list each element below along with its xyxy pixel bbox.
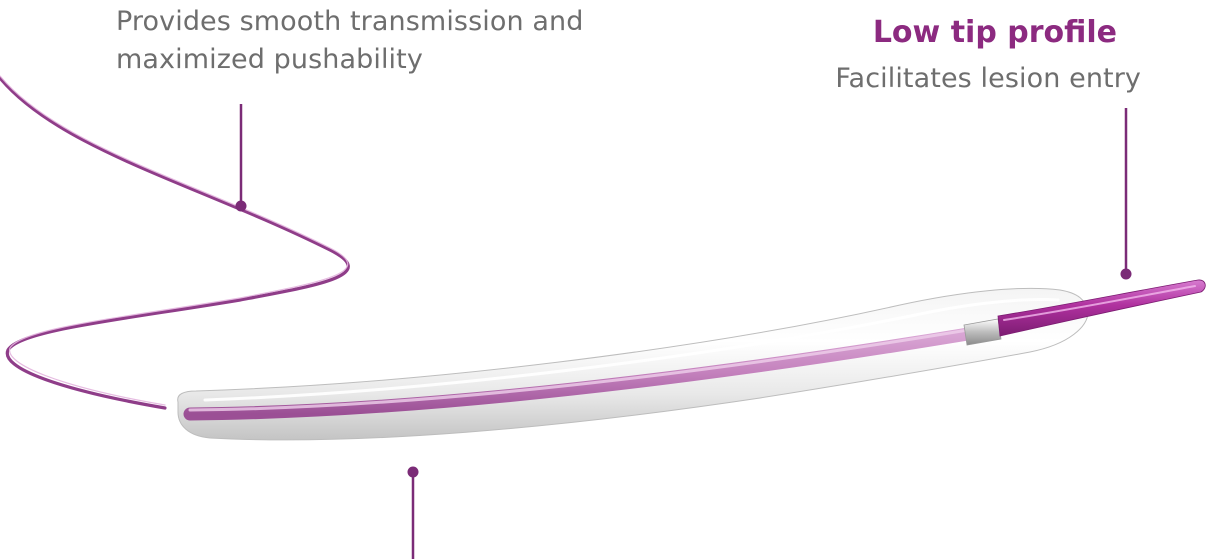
marker-band [963, 318, 1002, 346]
catheter-tip [997, 279, 1206, 337]
catheter-wire [0, 75, 350, 410]
shaft-pointer [235, 104, 247, 212]
shaft-feature-caption: Provides smooth transmission and maximiz… [116, 3, 583, 79]
balloon [177, 287, 1089, 441]
shaft-caption-line-2: maximized pushability [116, 44, 423, 75]
tip-pointer [1120, 108, 1132, 280]
balloon-pointer [407, 466, 419, 559]
inner-shaft [183, 327, 975, 421]
shaft-caption-line-1: Provides smooth transmission and [116, 6, 584, 37]
tip-feature-caption: Facilitates lesion entry [835, 63, 1141, 94]
tip-feature-heading: Low tip profile [872, 15, 1117, 50]
